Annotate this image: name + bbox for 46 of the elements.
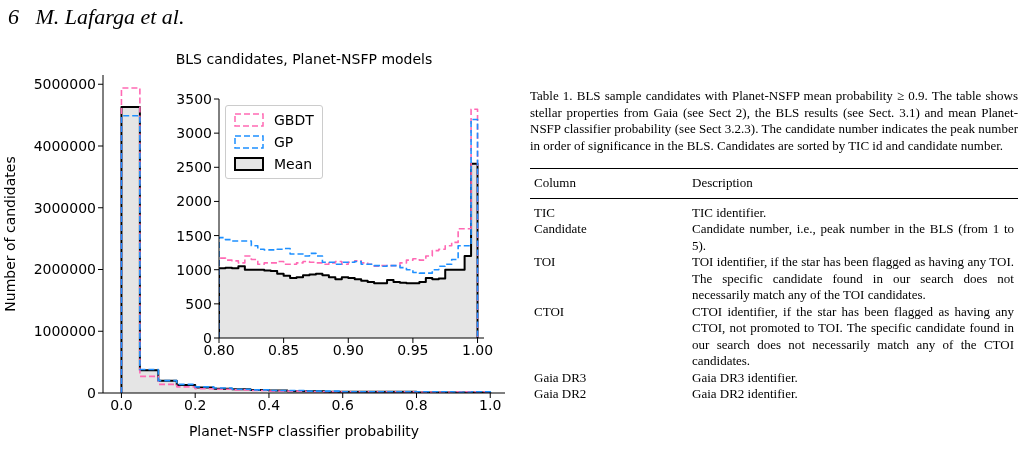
text: Column (533, 174, 577, 192)
x-tick-label: 0.95 (397, 341, 429, 358)
text: TIC identifier. (691, 203, 768, 221)
y-tick-label: 2000000 (33, 261, 96, 278)
x-tick-label: 1.0 (479, 396, 502, 413)
y-tick-label: 3000 (176, 125, 212, 142)
y-tick-label: 4000000 (33, 137, 96, 154)
y-tick-label: 1500 (176, 227, 212, 244)
y-tick-label: 3500 (176, 90, 212, 107)
y-tick-label: 2500 (176, 159, 212, 176)
text: TIC (533, 203, 556, 221)
x-tick-label: 0.4 (257, 396, 281, 413)
text: Table 1. BLS sample candidates with Planet-NSFP mean probability ≥ 0.9. The table shows stellar properties from Gaia (see Sect 2), the BLS results (see Sect. 3.1) and mean Planet-NSFP classifier probability (see Sect 3.2.3). The candidate number indicates the peak number in order of significance in the BLS. Candidates are sorted by TIC id and candidate number. (530, 88, 1018, 154)
x-tick-label: 0.0 (110, 396, 133, 413)
y-tick-label: 2000 (176, 193, 212, 210)
x-tick-label: 0.8 (405, 396, 428, 413)
x-tick-label: 1.00 (461, 341, 494, 358)
text: Gaia DR3 identifier. (691, 369, 799, 386)
legend-label: Mean (274, 156, 313, 172)
chart-title: BLS candidates, Planet-NSFP models (174, 51, 434, 67)
x-tick-label: 0.90 (332, 341, 364, 358)
x-tick-label: 0.6 (331, 396, 354, 413)
x-axis-title: Planet-NSFP classifier probability (188, 423, 420, 439)
text: Candidate number, i.e., peak number in the BLS (from 1 to 5). (691, 221, 1015, 254)
y-tick-label: 0 (203, 329, 212, 346)
text: TOI (533, 254, 557, 271)
legend-label: GP (274, 134, 294, 150)
legend-label: GBDT (274, 112, 314, 128)
y-tick-label: 1000000 (33, 323, 96, 340)
text: CTOI identifier, if the star has been flagged as having any CTOI, not promoted to TOI. The specific candidate found in our search does not necessarily match any of the CTOI candidates. (691, 303, 1015, 370)
text: 6 M. Lafarga et al. (8, 4, 185, 30)
text: TOI identifier, if the star has been flagged as having any TOI. The specific candidate found in our search does not necessarily match any of the TOI candidates. (691, 254, 1015, 304)
y-tick-label: 1000 (176, 261, 212, 278)
y-tick-label: 5000000 (33, 76, 96, 93)
text: Description (691, 174, 754, 192)
text: CTOI (533, 303, 566, 321)
y-axis-title: Number of candidates (1, 156, 18, 312)
y-tick-label: 500 (185, 295, 212, 312)
text: Gaia DR2 identifier. (691, 386, 799, 403)
x-tick-label: 0.2 (184, 396, 207, 413)
x-tick-label: 0.85 (268, 341, 300, 358)
text: Gaia DR2 (533, 386, 588, 403)
y-tick-label: 0 (87, 384, 96, 401)
text: Gaia DR3 (533, 369, 588, 386)
text: Candidate (533, 221, 588, 238)
y-tick-label: 3000000 (33, 199, 96, 216)
